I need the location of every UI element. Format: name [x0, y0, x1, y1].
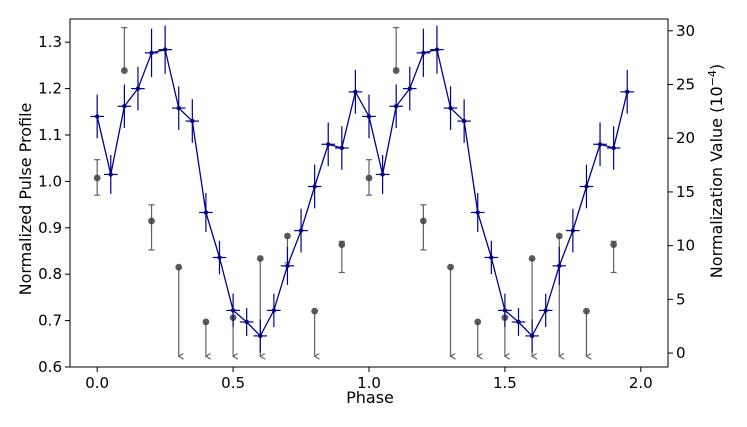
- y2-axis-label: Normalization Value (10−4): [706, 64, 726, 278]
- pulse-profile-point: [489, 255, 494, 260]
- x-tick-label: 1.0: [357, 374, 381, 392]
- normalization-point: [474, 318, 482, 326]
- pulse-profile-point: [149, 50, 154, 56]
- pulse-profile-point: [570, 228, 576, 233]
- pulse-profile-point: [108, 172, 113, 177]
- x-tick-label: 1.5: [493, 374, 517, 392]
- pulse-profile-point: [502, 308, 508, 313]
- y-tick-label: 1.0: [38, 172, 62, 190]
- pulse-profile-point: [258, 333, 263, 339]
- y2-axis-label-text: Normalization Value (10: [707, 86, 726, 278]
- y2-axis-label-exponent: −4: [706, 70, 719, 86]
- pulse-profile-point: [230, 308, 236, 313]
- y-tick-label: 0.9: [38, 219, 62, 237]
- pulse-profile-point: [625, 89, 630, 95]
- x-axis-label: Phase: [346, 388, 394, 407]
- pulse-profile-point: [353, 89, 358, 95]
- y-tick-label: 1.1: [38, 126, 62, 144]
- normalization-point: [583, 307, 590, 315]
- pulse-profile-series: [90, 25, 635, 353]
- pulse-profile-point: [557, 263, 562, 269]
- normalization-point: [528, 255, 536, 262]
- normalization-point: [555, 232, 563, 240]
- pulse-profile-point: [190, 118, 195, 124]
- pulse-profile-point: [597, 142, 603, 147]
- normalization-point: [610, 241, 618, 248]
- normalization-point: [311, 307, 319, 315]
- pulse-profile-point: [448, 105, 453, 111]
- y-tick-label: 0.8: [38, 265, 62, 283]
- y2-tick-label: 20: [676, 129, 695, 147]
- pulse-profile-point: [529, 333, 535, 339]
- pulse-profile-point: [584, 184, 589, 189]
- normalization-point: [175, 263, 183, 271]
- normalization-point: [284, 232, 291, 240]
- x-tick-label: 0.0: [85, 374, 109, 392]
- y-tick-label: 1.2: [38, 80, 62, 98]
- pulse-profile-point: [176, 105, 181, 111]
- pulse-profile-point: [461, 118, 467, 124]
- normalization-point: [338, 241, 346, 248]
- normalization-point: [447, 263, 454, 271]
- pulse-profile-point: [421, 50, 426, 56]
- pulse-profile-point: [326, 142, 331, 147]
- y-axis-label: Normalized Pulse Profile: [16, 103, 35, 296]
- y2-tick-label: 30: [676, 22, 695, 40]
- pulse-profile-point: [217, 255, 222, 260]
- axis-ticks: 0.0 0.5 1.0 1.5 2.0 0.6 0.7 0.8 0.9 1.0 1.1 1.2 1.3 0…: [38, 22, 695, 392]
- pulse-profile-line: [96, 48, 628, 338]
- pulse-profile-point: [366, 114, 372, 119]
- x-tick-label: 0.5: [221, 374, 245, 392]
- pulse-profile-point: [271, 308, 277, 313]
- normalization-point: [120, 67, 128, 74]
- pulse-profile-point: [298, 228, 304, 233]
- pulse-profile-point: [339, 145, 345, 151]
- y2-tick-label: 0: [676, 344, 686, 362]
- pulse-profile-point: [380, 172, 385, 177]
- y2-tick-label: 25: [676, 76, 695, 94]
- pulse-profile-point: [203, 210, 209, 215]
- normalization-point: [202, 318, 210, 326]
- pulse-profile-point: [611, 145, 616, 151]
- normalization-point: [93, 174, 101, 182]
- normalization-point: [419, 217, 427, 225]
- y2-tick-label: 10: [676, 237, 695, 255]
- pulse-profile-point: [393, 104, 399, 109]
- y2-tick-label: 15: [676, 183, 695, 201]
- normalization-point: [256, 255, 264, 262]
- y2-tick-label: 5: [676, 290, 686, 308]
- pulse-profile-point: [312, 184, 317, 189]
- pulse-profile-point: [475, 210, 480, 215]
- pulse-profile-point: [94, 114, 100, 119]
- pulse-profile-point: [516, 319, 521, 325]
- pulse-profile-point: [162, 47, 168, 52]
- pulse-profile-point: [285, 263, 290, 269]
- pulse-profile-point: [122, 104, 127, 109]
- y-tick-label: 0.7: [38, 312, 62, 330]
- pulse-profile-point: [543, 308, 548, 313]
- normalization-point: [392, 67, 400, 74]
- x-tick-label: 2.0: [629, 374, 653, 392]
- pulse-profile-point: [135, 86, 141, 91]
- pulse-profile-point: [434, 47, 440, 52]
- pulse-profile-point: [244, 319, 249, 325]
- y-tick-label: 0.6: [38, 358, 62, 376]
- y-tick-label: 1.3: [38, 33, 62, 51]
- pulse-profile-point: [407, 86, 412, 91]
- y2-axis-label-close: ): [707, 64, 726, 70]
- normalization-point: [148, 217, 155, 225]
- normalization-point: [365, 174, 373, 182]
